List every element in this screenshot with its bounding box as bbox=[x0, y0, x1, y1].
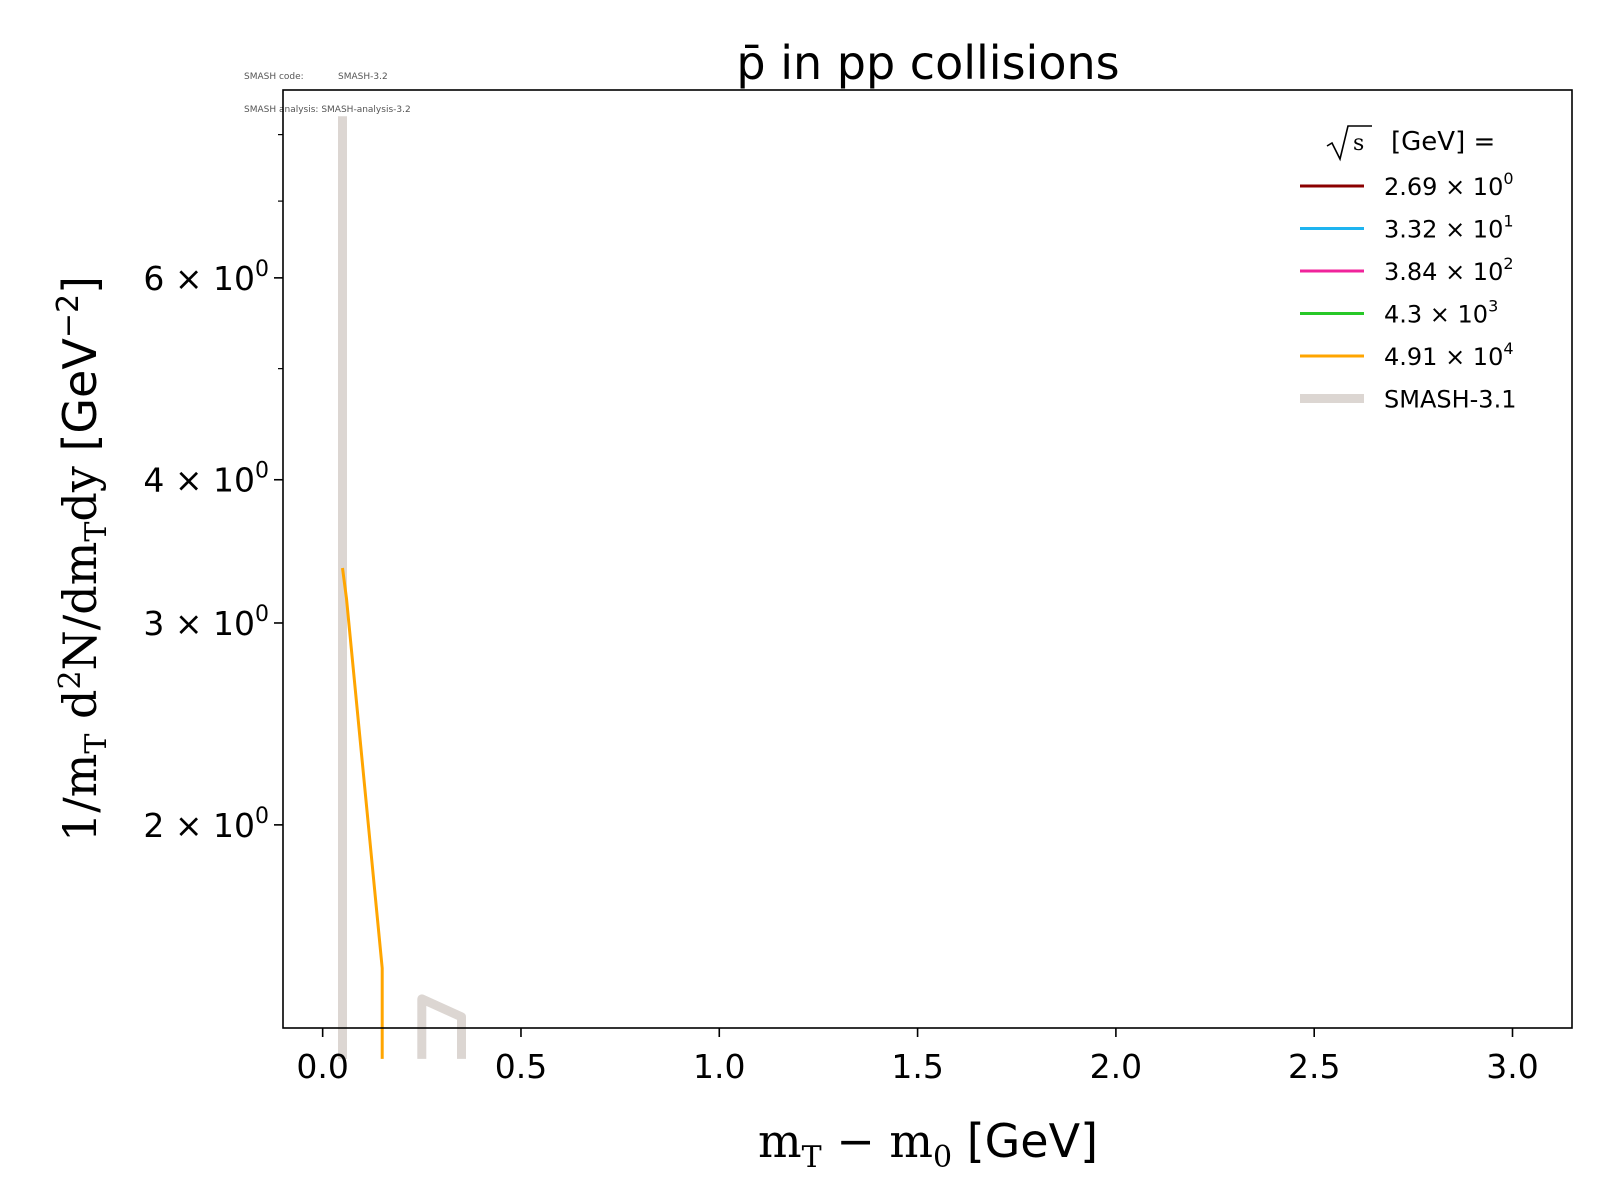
x-tick-label: 1.5 bbox=[891, 1047, 943, 1086]
x-axis: 0.0 0.5 1.0 1.5 2.0 2.5 3.0 bbox=[296, 1028, 1539, 1086]
x-tick-label: 0.0 bbox=[296, 1047, 348, 1086]
plot-frame bbox=[282, 89, 1573, 1029]
y-tick-label: 2 × 100 bbox=[143, 804, 269, 845]
x-tick-label: 0.5 bbox=[495, 1047, 547, 1086]
legend-label: 4.3 × 103 bbox=[1384, 297, 1498, 329]
code-label: SMASH code: bbox=[244, 72, 304, 82]
y-axis-label: 1/mT d2N/dmTdy [GeV−2] bbox=[51, 276, 114, 842]
legend-label: 3.84 × 102 bbox=[1384, 254, 1514, 286]
legend-label: SMASH-3.1 bbox=[1384, 386, 1516, 414]
plot-area bbox=[338, 116, 466, 1059]
analysis-label: SMASH analysis: bbox=[244, 105, 319, 115]
y-tick-label: 3 × 100 bbox=[143, 602, 269, 643]
version-annotation: SMASH code: SMASH-3.2 SMASH analysis: SMA… bbox=[244, 50, 411, 127]
legend-label: 3.32 × 101 bbox=[1384, 212, 1514, 244]
sqrt-icon bbox=[1326, 125, 1372, 162]
y-axis: 2 × 100 3 × 100 4 × 100 6 × 100 bbox=[143, 134, 283, 845]
analysis-value: SMASH-analysis-3.2 bbox=[321, 105, 411, 115]
legend-title-s: s bbox=[1353, 131, 1364, 156]
y-tick-label: 4 × 100 bbox=[143, 459, 269, 500]
legend-label: 2.69 × 100 bbox=[1384, 169, 1514, 201]
series-line-smash-3-1 bbox=[417, 994, 466, 1059]
legend: s [GeV] = 2.69 × 100 3.32 × 101 3.84 × 102 4.… bbox=[1300, 125, 1516, 414]
x-tick-label: 2.5 bbox=[1288, 1047, 1340, 1086]
series-line-4 bbox=[341, 567, 384, 1059]
x-tick-label: 1.0 bbox=[693, 1047, 745, 1086]
x-axis-label: mT − m0 [GeV] bbox=[758, 1114, 1098, 1175]
chart-title: p̄ in pp collisions bbox=[736, 36, 1119, 90]
x-tick-label: 3.0 bbox=[1486, 1047, 1538, 1086]
legend-title: [GeV] = bbox=[1391, 127, 1495, 157]
x-tick-label: 2.0 bbox=[1090, 1047, 1142, 1086]
code-value: SMASH-3.2 bbox=[338, 72, 388, 82]
y-tick-label: 6 × 100 bbox=[143, 257, 269, 298]
legend-label: 4.91 × 104 bbox=[1384, 339, 1514, 371]
